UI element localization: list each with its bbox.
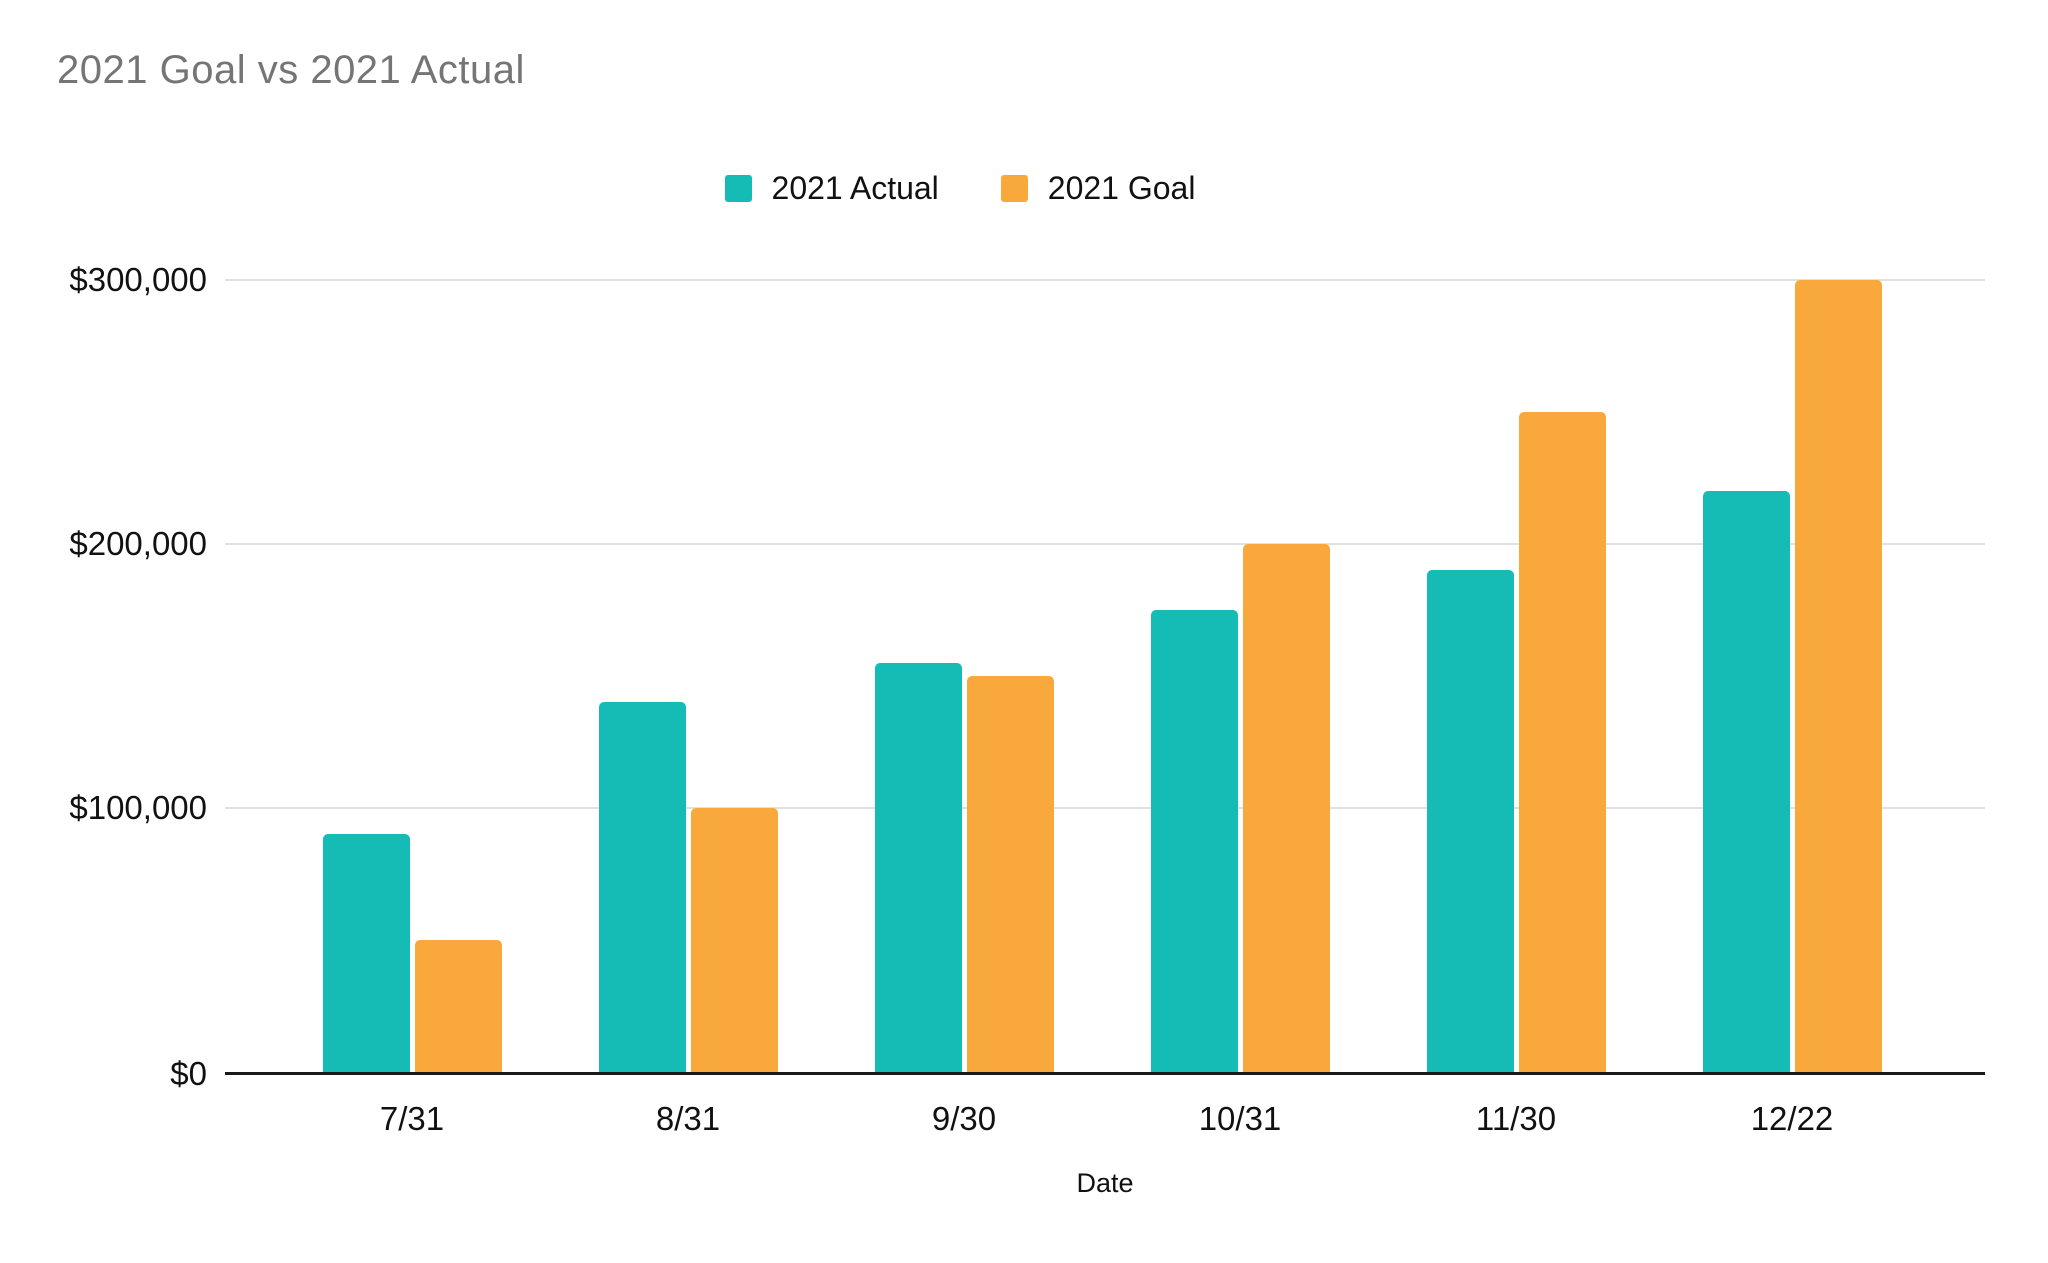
x-axis-tick-label: 12/22 xyxy=(1750,1100,1834,1137)
y-axis-tick-label: $300,000 xyxy=(69,261,207,298)
y-axis-tick-label: $0 xyxy=(170,1055,207,1092)
legend-swatch-actual-icon xyxy=(724,175,752,202)
bar-2021-goal-7-31[interactable] xyxy=(414,940,502,1072)
legend-item-2021-actual[interactable]: 2021 Actual xyxy=(724,170,939,207)
bar-2021-actual-8-31[interactable] xyxy=(598,702,686,1072)
bar-2021-goal-9-30[interactable] xyxy=(966,676,1054,1072)
x-axis-tick-label: 11/30 xyxy=(1475,1100,1557,1137)
legend-swatch-goal-icon xyxy=(1000,175,1028,202)
x-axis-tick-label: 8/31 xyxy=(655,1100,721,1137)
bar-2021-goal-11-30[interactable] xyxy=(1518,412,1606,1072)
bar-2021-goal-10-31[interactable] xyxy=(1242,544,1330,1072)
bar-2021-actual-12-22[interactable] xyxy=(1702,491,1790,1072)
legend-label-2021-goal: 2021 Goal xyxy=(1047,170,1196,206)
bar-2021-actual-11-30[interactable] xyxy=(1426,570,1514,1072)
x-axis-tick-label: 7/31 xyxy=(379,1100,445,1137)
legend-item-2021-goal[interactable]: 2021 Goal xyxy=(1000,170,1196,207)
y-axis-tick-label: $200,000 xyxy=(69,525,207,562)
x-axis-tick-label: 9/30 xyxy=(931,1100,997,1137)
gridline xyxy=(225,543,1985,545)
gridline xyxy=(225,279,1985,281)
chart-title: 2021 Goal vs 2021 Actual xyxy=(57,48,525,92)
x-axis-tick-label: 10/31 xyxy=(1198,1100,1282,1137)
legend: 2021 Actual 2021 Goal xyxy=(0,170,1920,207)
bar-2021-actual-10-31[interactable] xyxy=(1150,610,1238,1072)
bar-2021-goal-8-31[interactable] xyxy=(690,808,778,1072)
x-axis-title: Date xyxy=(1076,1168,1134,1198)
y-axis-tick-label: $100,000 xyxy=(69,789,207,826)
bar-2021-goal-12-22[interactable] xyxy=(1794,280,1882,1072)
bar-2021-actual-7-31[interactable] xyxy=(322,834,410,1072)
bar-2021-actual-9-30[interactable] xyxy=(874,662,962,1072)
legend-label-2021-actual: 2021 Actual xyxy=(771,170,939,206)
gridline xyxy=(225,807,1985,809)
plot-area xyxy=(225,279,1985,1075)
